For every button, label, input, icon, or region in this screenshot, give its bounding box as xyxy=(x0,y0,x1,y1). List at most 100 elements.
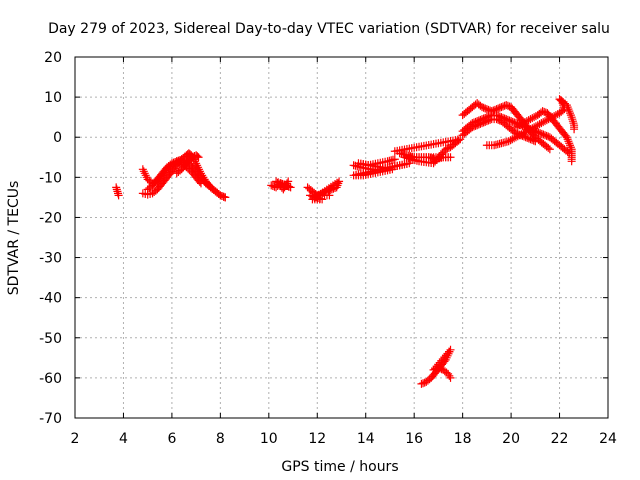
data-point xyxy=(219,192,228,201)
data-point xyxy=(530,113,539,122)
data-point xyxy=(281,181,290,190)
series-arc-1 xyxy=(112,183,123,200)
x-tick-label: 6 xyxy=(167,431,176,447)
data-point xyxy=(113,187,122,196)
data-point xyxy=(193,152,202,161)
data-point xyxy=(562,133,571,142)
data-point xyxy=(562,101,571,110)
series-arc-7 xyxy=(303,177,344,204)
data-point xyxy=(544,143,553,152)
data-point xyxy=(566,141,575,150)
data-point xyxy=(508,135,517,144)
data-point xyxy=(533,121,542,130)
data-point xyxy=(112,185,121,194)
data-point xyxy=(328,181,337,190)
data-point xyxy=(566,111,575,120)
axis-ticks xyxy=(74,56,609,419)
y-tick-label: 20 xyxy=(44,50,62,66)
series-arc-8 xyxy=(349,155,414,180)
y-tick-label: -10 xyxy=(39,170,62,186)
data-point xyxy=(445,371,454,380)
data-point xyxy=(194,153,203,162)
x-tick-label: 2 xyxy=(71,431,80,447)
data-point xyxy=(517,130,526,139)
x-tick-label: 14 xyxy=(357,431,375,447)
data-point xyxy=(221,193,230,202)
data-point xyxy=(279,185,288,194)
data-point xyxy=(511,133,520,142)
data-point xyxy=(333,178,342,187)
data-point xyxy=(528,114,537,123)
data-point xyxy=(541,117,550,126)
data-point xyxy=(564,137,573,146)
data-point xyxy=(526,115,535,124)
data-point xyxy=(563,135,572,144)
data-point xyxy=(444,369,453,378)
series-arc-5 xyxy=(172,151,203,178)
data-point xyxy=(335,177,344,186)
data-point xyxy=(196,179,205,188)
series-arc-15 xyxy=(511,107,576,166)
data-point xyxy=(510,134,519,143)
data-point xyxy=(531,137,540,146)
data-point xyxy=(114,189,123,198)
x-tick-label: 18 xyxy=(454,431,472,447)
y-tick-label: -60 xyxy=(39,371,62,387)
data-point xyxy=(566,109,575,118)
data-point xyxy=(522,127,531,136)
plot-frame xyxy=(74,56,609,419)
data-point xyxy=(513,122,522,131)
y-tick-label: -30 xyxy=(39,251,62,267)
y-tick-label: -20 xyxy=(39,210,62,226)
data-point xyxy=(282,179,291,188)
data-point xyxy=(564,105,573,114)
data-point xyxy=(446,373,455,382)
x-tick-label: 16 xyxy=(405,431,423,447)
data-point xyxy=(522,117,531,126)
data-point xyxy=(570,125,579,134)
y-tick-label: 0 xyxy=(53,130,62,146)
x-tick-label: 10 xyxy=(260,431,278,447)
data-point xyxy=(567,113,576,122)
data-point xyxy=(515,131,524,140)
data-point xyxy=(334,179,343,188)
data-point xyxy=(526,125,535,134)
data-point xyxy=(280,183,289,192)
data-point xyxy=(524,126,533,135)
x-axis-label: GPS time / hours xyxy=(281,459,398,475)
data-point xyxy=(511,123,520,132)
grid xyxy=(75,57,608,418)
data-point xyxy=(324,184,333,193)
data-point xyxy=(565,139,574,148)
data-point xyxy=(530,123,539,132)
y-tick-label: -50 xyxy=(39,331,62,347)
data-point xyxy=(535,120,544,129)
series-arc-6 xyxy=(267,177,295,194)
data-point xyxy=(519,129,528,138)
data-point xyxy=(528,124,537,133)
y-tick-label: 10 xyxy=(44,90,62,106)
y-axis-label: SDTVAR / TECUs xyxy=(6,181,22,296)
data-point xyxy=(521,128,530,137)
data-point xyxy=(568,115,577,124)
data-point xyxy=(563,103,572,112)
data-point xyxy=(529,136,538,145)
data-point xyxy=(390,155,399,164)
tick-labels: 2 4 6 8 10 12 14 16 18 20 22 2420100-10-20-30-40-50… xyxy=(39,50,617,447)
data-point xyxy=(325,191,334,200)
data-point xyxy=(565,107,574,116)
data-point xyxy=(567,157,576,166)
data-point xyxy=(566,143,575,152)
data-point xyxy=(139,167,148,176)
x-tick-label: 24 xyxy=(599,431,617,447)
data-point xyxy=(517,120,526,129)
data-point xyxy=(390,147,399,156)
data-point xyxy=(141,171,150,180)
x-tick-label: 4 xyxy=(119,431,128,447)
chart-title: Day 279 of 2023, Sidereal Day-to-day VTE… xyxy=(48,21,610,37)
data-point xyxy=(551,111,560,120)
data-point xyxy=(569,119,578,128)
series-arc-10 xyxy=(417,345,455,388)
data-point xyxy=(330,180,339,189)
series-arc-9 xyxy=(390,135,465,168)
